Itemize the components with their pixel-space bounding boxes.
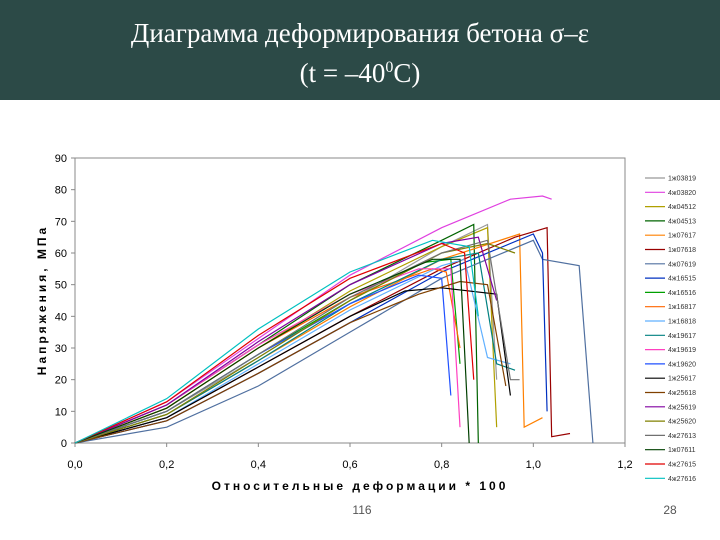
series-line xyxy=(74,239,479,444)
legend-label: 1ж25617 xyxy=(668,376,696,383)
series-line xyxy=(74,280,507,444)
y-tick-label: 0 xyxy=(61,438,67,450)
legend-label: 4ж19619 xyxy=(668,347,696,354)
legend-label: 1ж03819 xyxy=(668,176,696,183)
y-tick-label: 30 xyxy=(55,343,67,355)
legend-label: 4ж04512 xyxy=(668,204,696,211)
y-tick-label: 40 xyxy=(55,311,67,323)
legend-label: 4ж19620 xyxy=(668,361,696,368)
legend-label: 4ж07619 xyxy=(668,261,696,268)
y-tick-label: 60 xyxy=(55,248,67,260)
x-tick-label: 1,2 xyxy=(617,459,632,471)
x-tick-label: 1,0 xyxy=(526,459,541,471)
x-tick-label: 0,4 xyxy=(251,459,266,471)
title-part: С) xyxy=(393,58,420,88)
legend-label: 4ж03820 xyxy=(668,190,696,197)
legend-label: 1ж07611 xyxy=(668,447,696,454)
x-tick-label: 0,0 xyxy=(67,459,82,471)
legend-label: 1ж07617 xyxy=(668,233,696,240)
title-line2: (t = –400С) xyxy=(300,58,421,88)
legend-label: 4ж27616 xyxy=(668,476,696,483)
title-part: (t = –40 xyxy=(300,58,386,88)
x-tick-label: 0,6 xyxy=(342,459,357,471)
slide-number: 28 xyxy=(663,503,677,517)
series-line xyxy=(74,236,498,444)
legend-label: 4ж25620 xyxy=(668,419,696,426)
legend-label: 1ж16818 xyxy=(668,319,696,326)
legend-label: 1ж07618 xyxy=(668,247,696,254)
legend-label: 4ж25618 xyxy=(668,390,696,397)
y-tick-label: 90 xyxy=(55,153,67,165)
page-number: 116 xyxy=(352,503,371,517)
series-line xyxy=(74,242,475,444)
legend-label: 4ж16515 xyxy=(668,276,696,283)
y-tick-label: 20 xyxy=(55,375,67,387)
title-sup: 0 xyxy=(385,59,393,76)
legend-label: 4ж25619 xyxy=(668,404,696,411)
x-tick-label: 0,2 xyxy=(159,459,174,471)
legend-label: 4ж19617 xyxy=(668,333,696,340)
x-tick-label: 0,8 xyxy=(434,459,449,471)
title-line1: Диаграмма деформирования бетона σ–ε xyxy=(131,18,589,48)
y-axis-label: Напряжения, МПа xyxy=(35,225,49,375)
header-band xyxy=(0,0,720,100)
legend-label: 4ж27615 xyxy=(668,462,696,469)
y-tick-label: 80 xyxy=(55,185,67,197)
legend-label: 4ж16516 xyxy=(668,290,696,297)
series-line xyxy=(74,258,470,444)
legend-label: 1ж16817 xyxy=(668,304,696,311)
x-axis-label: Относительные деформации * 100 xyxy=(212,479,509,493)
y-tick-label: 50 xyxy=(55,280,67,292)
y-tick-label: 70 xyxy=(55,216,67,228)
legend-label: 4ж27613 xyxy=(668,433,696,440)
y-tick-label: 10 xyxy=(55,406,67,418)
series-line xyxy=(74,287,512,444)
legend-label: 4ж04513 xyxy=(668,218,696,225)
